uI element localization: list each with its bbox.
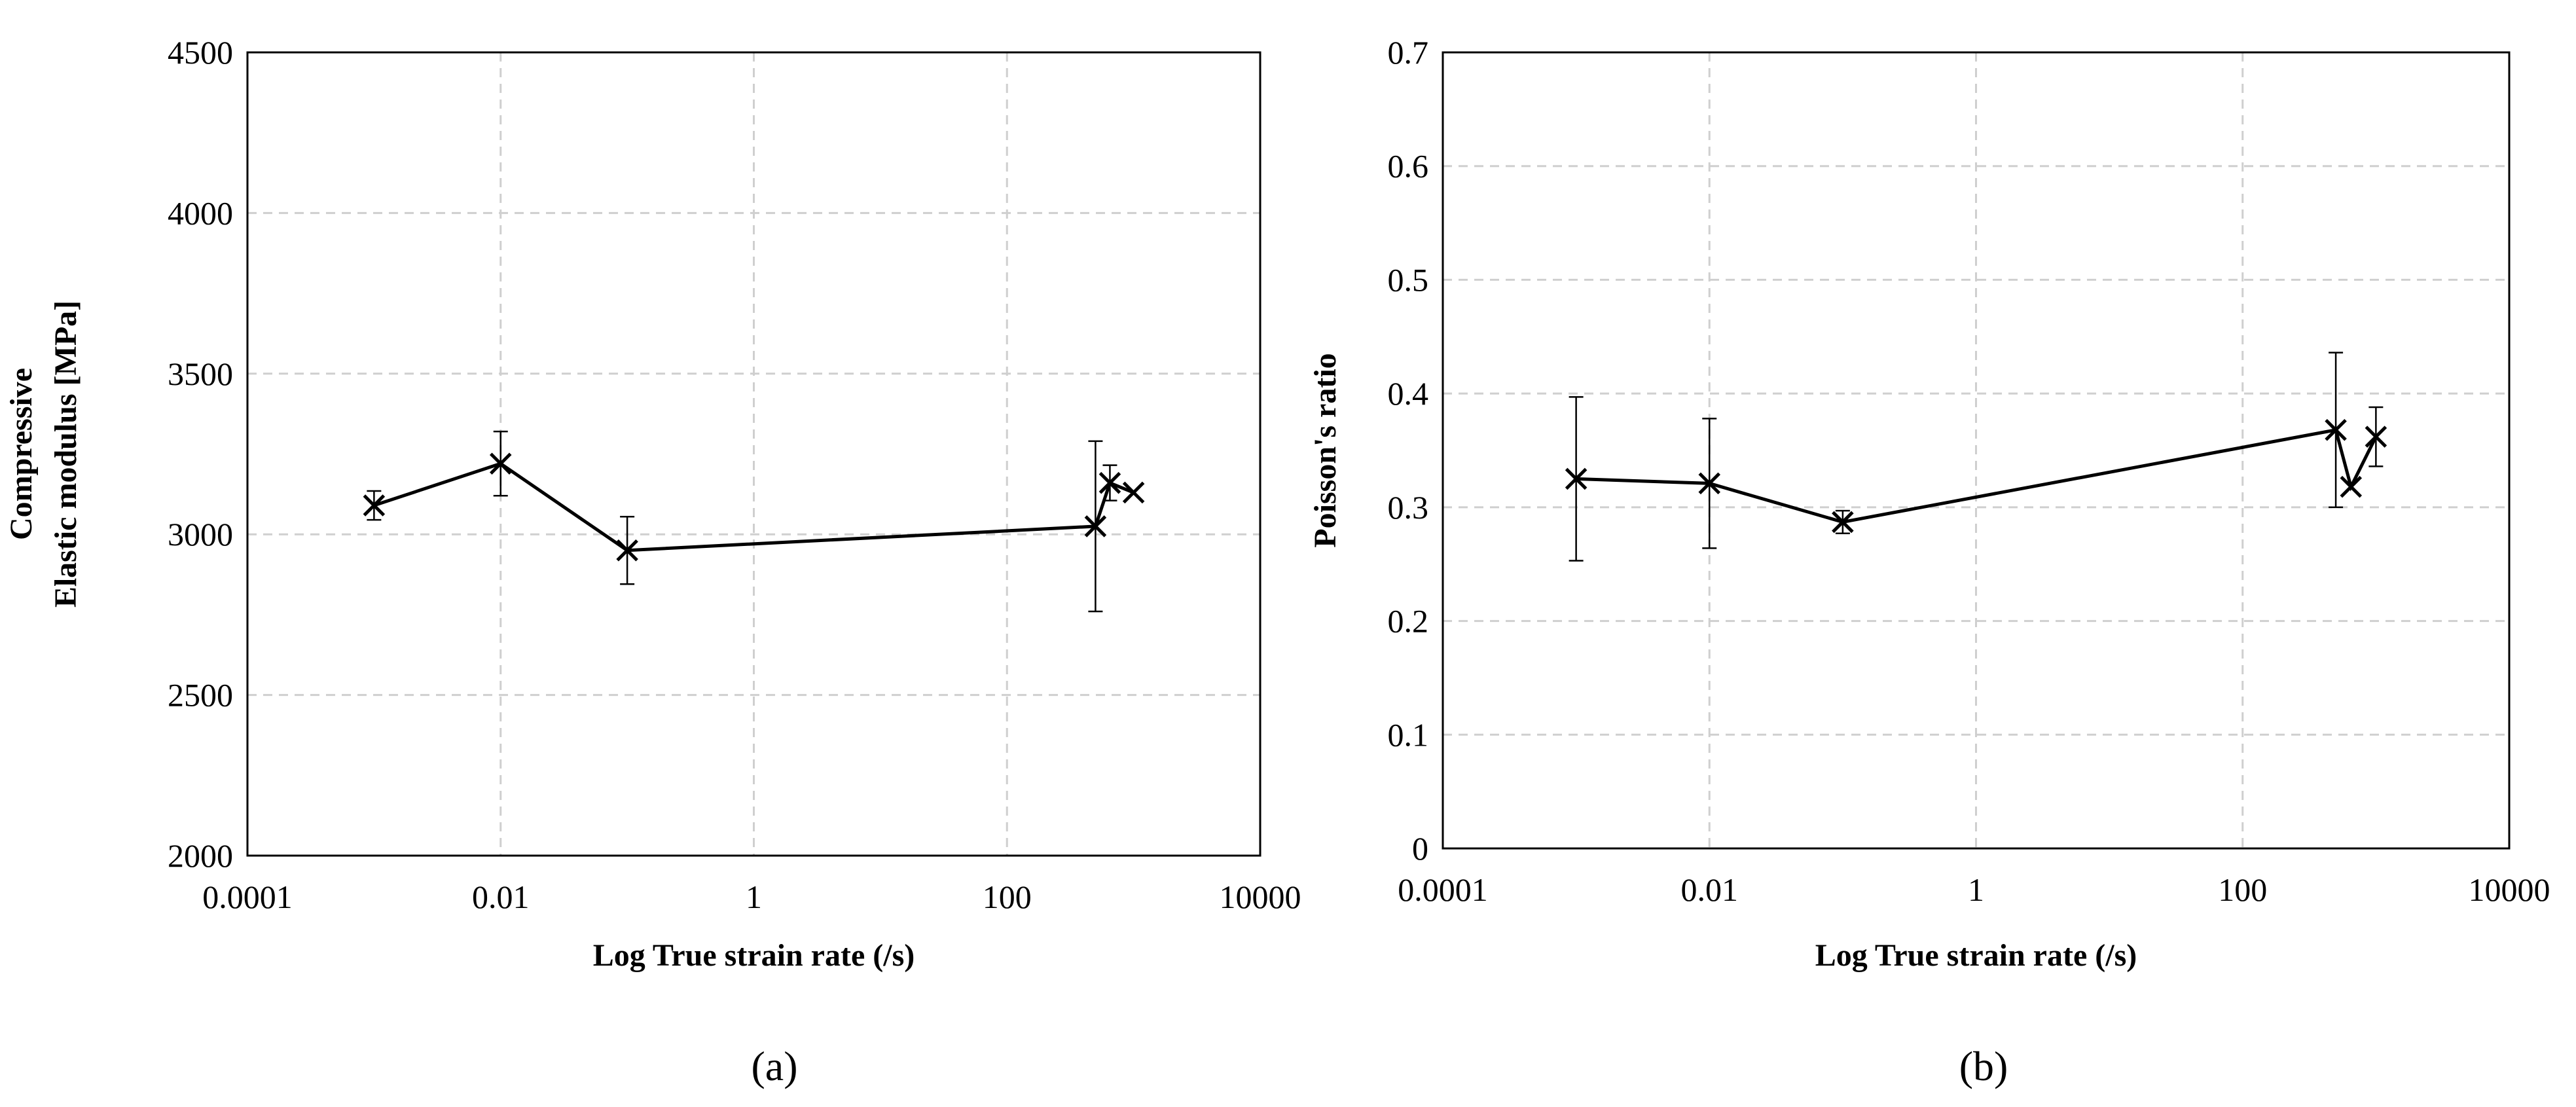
x-tick-label: 1 [746, 879, 762, 915]
x-tick-label: 1 [1968, 871, 1984, 908]
panel-label: (a) [751, 1043, 797, 1089]
y-tick-label: 0 [1412, 830, 1428, 867]
data-point-marker [1098, 471, 1121, 494]
plot-area-frame [1442, 51, 2511, 850]
data-point-marker [2325, 418, 2347, 441]
y-tick-label: 0.6 [1388, 148, 1429, 185]
data-point-marker [1084, 515, 1107, 537]
y-tick-label: 0.1 [1388, 716, 1429, 753]
y-tick-label: 0.2 [1388, 603, 1429, 640]
y-axis-title: Elastic modulus [MPa] [48, 300, 83, 608]
panel-label: (b) [1959, 1043, 2008, 1089]
y-axis-title: Poisson's ratio [1308, 353, 1343, 547]
y-tick-label: 4500 [168, 34, 233, 71]
y-axis-title: Compressive [4, 368, 39, 540]
chart-panel-a: 2000 2500 3000 3500 4000 4500 0.0001 0.01 1 100 10… [4, 34, 1301, 1089]
data-point-marker [1698, 472, 1721, 495]
x-tick-label: 0.01 [1681, 871, 1739, 908]
data-point-marker [616, 539, 638, 562]
data-point-marker [489, 452, 512, 475]
x-tick-label: 0.0001 [202, 879, 293, 915]
data-point-marker [2365, 426, 2387, 448]
series-line [373, 462, 1134, 553]
x-tick-label: 0.01 [472, 879, 530, 915]
y-tick-label: 0.7 [1388, 34, 1429, 71]
x-tick-label: 0.0001 [1398, 871, 1488, 908]
plot-area-frame [246, 51, 1261, 857]
x-tick-label: 100 [2218, 871, 2267, 908]
data-point-marker [1832, 511, 1854, 534]
data-point-marker [2340, 475, 2363, 498]
y-tick-label: 4000 [168, 194, 233, 231]
x-axis-title: Log True strain rate (/s) [593, 938, 915, 973]
data-point-marker [363, 494, 386, 517]
y-tick-label: 2500 [168, 677, 233, 714]
x-tick-label: 10000 [2469, 871, 2550, 908]
y-tick-label: 0.5 [1388, 261, 1429, 298]
series-line [1576, 427, 2378, 524]
y-tick-label: 0.3 [1388, 489, 1429, 526]
x-tick-label: 100 [983, 879, 1032, 915]
x-tick-label: 10000 [1220, 879, 1301, 915]
y-tick-label: 3500 [168, 355, 233, 392]
y-tick-label: 2000 [168, 837, 233, 874]
data-point-marker [1565, 467, 1587, 490]
data-point-marker [1122, 481, 1145, 504]
y-tick-label: 3000 [168, 516, 233, 553]
chart-panel-b: 0 0.1 0.2 0.3 0.4 0.5 0.6 0.7 0.0001 0.01 1 100 1000… [1308, 34, 2550, 1089]
y-tick-label: 0.4 [1388, 375, 1429, 412]
x-axis-title: Log True strain rate (/s) [1815, 938, 2137, 973]
